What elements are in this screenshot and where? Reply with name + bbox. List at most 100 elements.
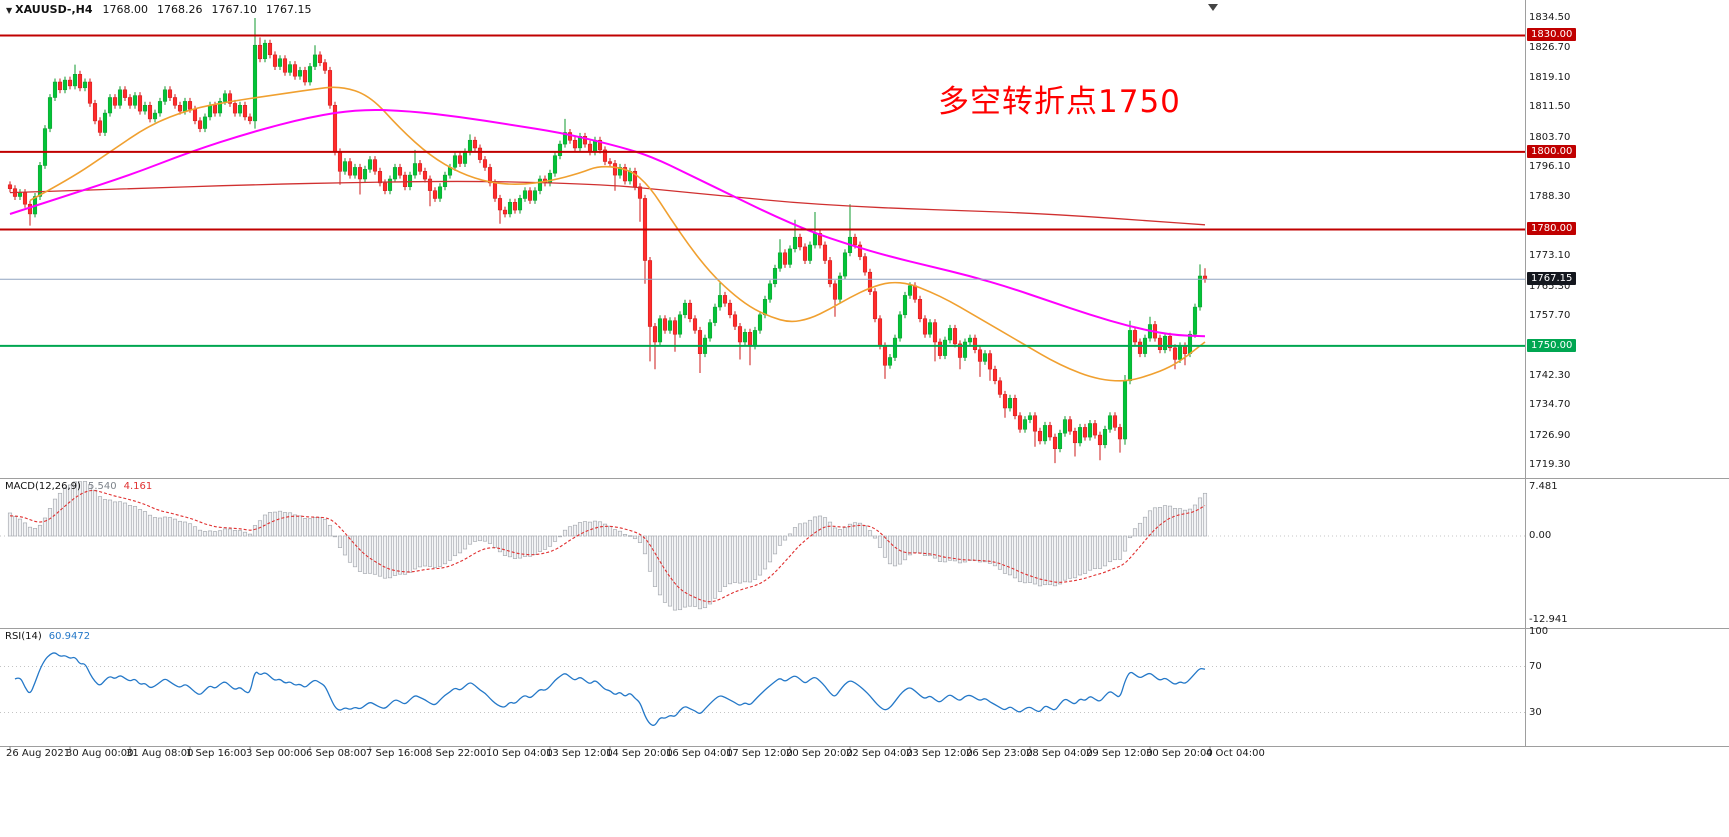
candle — [1067, 416, 1073, 435]
candle — [842, 249, 848, 280]
candle — [642, 194, 648, 284]
price-line-badge: 1750.00 — [1527, 338, 1577, 352]
price-tick-label: 1742.30 — [1529, 369, 1571, 381]
candle — [527, 187, 533, 204]
candle — [322, 59, 328, 74]
candle — [677, 311, 683, 338]
candle — [572, 136, 578, 152]
candle — [717, 281, 723, 311]
x-axis-label[interactable]: 28 Sep 04:00 — [1026, 748, 1093, 759]
x-axis-label[interactable]: 14 Sep 20:00 — [606, 748, 673, 759]
x-axis-label[interactable]: 10 Sep 04:00 — [486, 748, 553, 759]
x-axis-label[interactable]: 26 Sep 23:00 — [966, 748, 1033, 759]
candle — [292, 61, 298, 80]
candle — [472, 136, 478, 152]
candle — [837, 272, 843, 303]
symbol-dropdown-icon[interactable]: ▼ — [6, 6, 13, 15]
chart-shift-marker-icon[interactable] — [1208, 4, 1218, 11]
x-axis-label[interactable]: 29 Sep 12:00 — [1086, 748, 1153, 759]
candle — [512, 198, 518, 214]
candle — [402, 171, 408, 191]
candle — [487, 163, 493, 187]
candle — [1147, 316, 1153, 342]
candle — [152, 109, 158, 123]
x-axis-label[interactable]: 16 Sep 04:00 — [666, 748, 733, 759]
candle — [1172, 344, 1178, 370]
candle — [332, 101, 338, 156]
ohlc-high: 1768.26 — [157, 3, 203, 16]
x-axis-label[interactable]: 7 Sep 16:00 — [366, 748, 427, 759]
candle — [1092, 420, 1098, 439]
annotation-text: 多空转折点1750 — [938, 84, 1181, 120]
candle — [1087, 420, 1093, 441]
macd-histogram — [7, 481, 1208, 611]
candle — [977, 346, 983, 377]
candle — [352, 163, 358, 179]
candle — [27, 200, 33, 226]
x-axis-label[interactable]: 13 Sep 12:00 — [546, 748, 613, 759]
x-axis-label[interactable]: 8 Sep 22:00 — [426, 748, 487, 759]
macd-axis-label: 7.481 — [1529, 481, 1558, 493]
x-axis-label[interactable]: 30 Sep 20:00 — [1146, 748, 1213, 759]
ohlc-low: 1767.10 — [211, 3, 258, 16]
x-axis-label[interactable]: 23 Sep 12:00 — [906, 748, 973, 759]
x-axis-label[interactable]: 17 Sep 12:00 — [726, 748, 793, 759]
candle — [477, 144, 483, 164]
candle — [262, 39, 268, 63]
x-axis-label[interactable]: 22 Sep 04:00 — [846, 748, 913, 759]
x-axis-label[interactable]: 26 Aug 2021 — [6, 748, 71, 759]
candle — [1117, 423, 1123, 453]
x-axis-label[interactable]: 20 Sep 20:00 — [786, 748, 853, 759]
current-price-badge: 1767.15 — [1527, 272, 1577, 286]
candle — [107, 94, 113, 117]
candle — [287, 61, 293, 76]
ohlc-close: 1767.15 — [266, 3, 312, 16]
candle — [357, 163, 363, 195]
candle — [142, 101, 148, 115]
candle — [1077, 423, 1083, 447]
candle — [1107, 412, 1113, 433]
candle — [897, 311, 903, 342]
price-line-badge: 1830.00 — [1527, 28, 1577, 42]
candle — [342, 158, 348, 175]
macd-axis-label: -12.941 — [1529, 614, 1568, 626]
ma-mid-magenta — [9, 108, 1206, 338]
candle — [497, 194, 503, 224]
candle — [722, 291, 728, 307]
rsi-axis-label: 30 — [1529, 706, 1542, 718]
candle — [217, 97, 223, 117]
candle — [537, 175, 543, 195]
candle — [707, 319, 713, 342]
candle — [647, 257, 653, 362]
ma-slow-red — [9, 180, 1206, 226]
candle — [417, 160, 423, 175]
x-axis-label[interactable]: 6 Sep 08:00 — [306, 748, 367, 759]
macd-main-value: 5.540 — [87, 481, 117, 492]
candle — [427, 175, 433, 207]
candle — [312, 45, 318, 70]
x-axis-label[interactable]: 1 Sep 16:00 — [186, 748, 247, 759]
candle — [662, 315, 668, 334]
candle — [242, 101, 248, 121]
candle — [1072, 427, 1078, 457]
candle — [932, 319, 938, 362]
candle — [532, 187, 538, 204]
candle — [1062, 416, 1068, 437]
candle — [1202, 268, 1208, 283]
candle — [832, 280, 838, 317]
candle — [282, 55, 288, 76]
candles-layer[interactable] — [7, 18, 1208, 464]
x-axis-label[interactable]: 3 Sep 00:00 — [246, 748, 307, 759]
x-axis-label[interactable]: 4 Oct 04:00 — [1206, 748, 1265, 759]
candle — [687, 299, 693, 323]
candle — [727, 299, 733, 319]
candle — [682, 299, 688, 319]
candle — [1007, 394, 1013, 412]
candle — [432, 187, 438, 202]
x-axis-label[interactable]: 31 Aug 08:00 — [126, 748, 194, 759]
candle — [952, 324, 958, 348]
x-axis-label[interactable]: 30 Aug 00:00 — [66, 748, 134, 759]
price-tick-label: 1819.10 — [1529, 71, 1571, 83]
